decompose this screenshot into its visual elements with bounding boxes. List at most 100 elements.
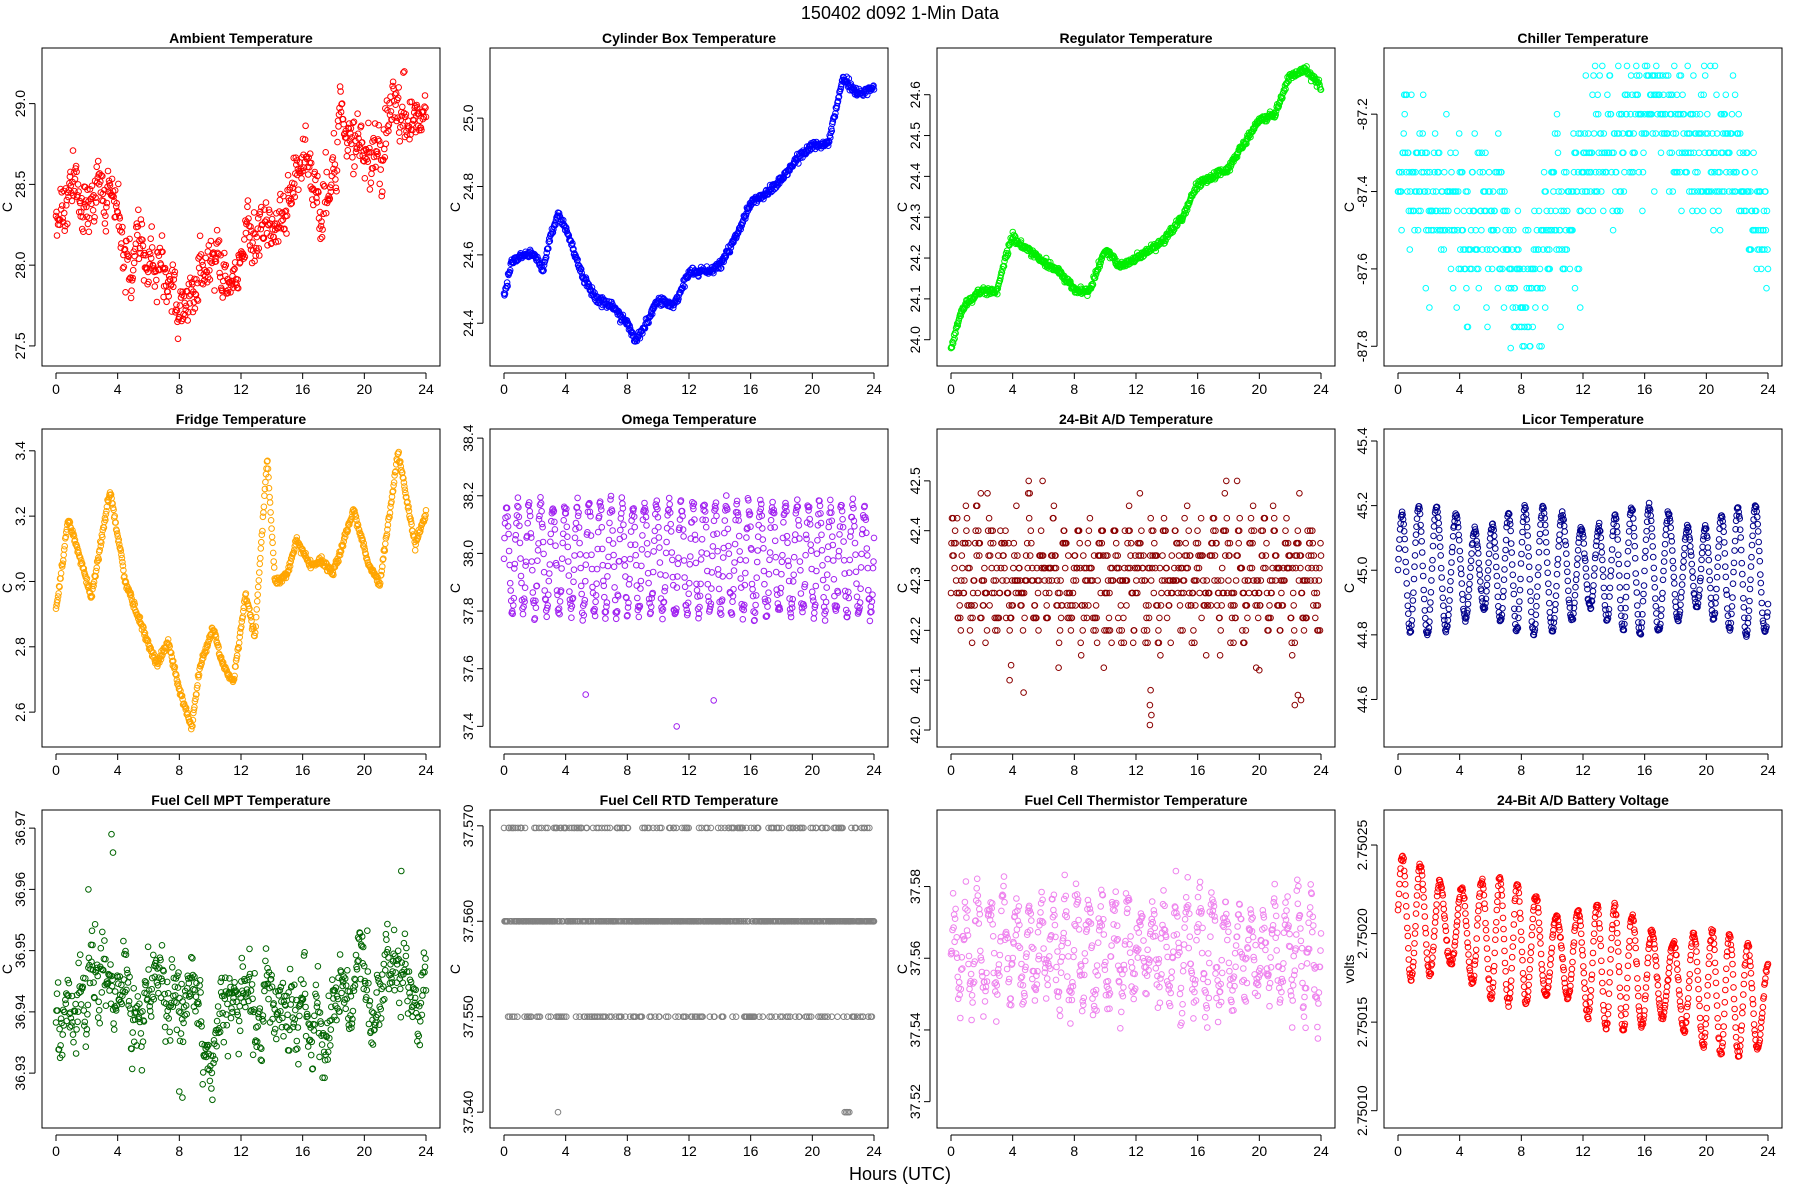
y-tick-label: 24.4 [460, 309, 476, 336]
data-point [724, 525, 732, 533]
data-point [680, 533, 687, 540]
data-points [947, 477, 1325, 729]
data-point [1160, 514, 1168, 522]
data-point [598, 524, 606, 531]
data-point [564, 533, 571, 541]
data-point [742, 569, 749, 577]
data-point [256, 252, 263, 259]
data-point [686, 579, 693, 587]
data-point [135, 255, 143, 263]
data-point [1722, 91, 1730, 99]
data-point [1483, 304, 1490, 311]
data-point [1557, 323, 1564, 331]
data-point [260, 503, 268, 511]
data-point [1414, 226, 1422, 234]
data-point [1401, 110, 1408, 118]
data-point [1669, 188, 1677, 195]
data-point [399, 103, 406, 111]
data-point [92, 194, 99, 201]
data-point [170, 276, 178, 283]
data-point [260, 509, 267, 516]
data-point [164, 288, 171, 296]
data-point [739, 616, 747, 623]
data-point [1061, 564, 1069, 572]
data-point [366, 186, 374, 193]
y-tick-label: 24.4 [907, 163, 923, 190]
data-point [963, 514, 971, 522]
data-point [534, 547, 542, 554]
data-point [1478, 226, 1485, 234]
data-point [266, 493, 273, 501]
data-point [254, 591, 262, 599]
data-point [269, 539, 276, 547]
data-point [1112, 539, 1120, 547]
data-point [796, 558, 804, 565]
data-point [852, 568, 860, 576]
data-point [631, 523, 639, 531]
data-point [1729, 72, 1737, 79]
data-point [731, 540, 739, 548]
data-point [67, 182, 75, 189]
data-point [719, 554, 727, 561]
data-point [194, 297, 202, 304]
data-point [714, 547, 721, 555]
data-point [1750, 149, 1757, 157]
data-point [375, 121, 383, 129]
data-point [147, 254, 155, 262]
data-point [98, 172, 105, 179]
data-point [612, 615, 620, 623]
data-point [1488, 265, 1496, 273]
data-point [1127, 539, 1135, 547]
data-point [1398, 226, 1405, 234]
data-point [189, 308, 197, 316]
data-point [372, 163, 379, 171]
x-tick-label: 12 [1128, 762, 1144, 778]
data-point [577, 582, 585, 590]
data-point [90, 578, 98, 586]
data-point [176, 313, 183, 321]
data-point [222, 261, 230, 269]
data-point [1600, 207, 1607, 215]
data-point [1678, 207, 1685, 215]
y-axis-label: C [447, 583, 463, 593]
data-point [982, 639, 989, 647]
data-point [659, 615, 666, 623]
data-point [529, 566, 536, 574]
data-point [540, 568, 548, 576]
data-point [337, 88, 344, 95]
data-point [93, 163, 100, 171]
data-point [797, 590, 805, 597]
data-point [135, 206, 142, 214]
data-point [534, 557, 541, 565]
data-point [302, 122, 309, 130]
data-point [662, 549, 670, 557]
data-point [198, 258, 206, 265]
data-point [819, 562, 826, 569]
x-tick-label: 12 [1128, 381, 1144, 397]
data-point [708, 585, 715, 592]
data-point [282, 207, 290, 215]
y-tick-label: 37.6 [460, 655, 476, 682]
data-point [521, 584, 529, 592]
data-point [681, 574, 688, 581]
data-point [127, 294, 135, 302]
data-point [212, 255, 219, 263]
data-point [1034, 589, 1042, 597]
data-point [823, 571, 831, 579]
data-point [186, 300, 194, 307]
data-point [243, 218, 251, 226]
data-point [110, 193, 117, 200]
data-point [266, 209, 273, 216]
data-point [818, 547, 826, 554]
x-tick-label: 8 [175, 381, 183, 397]
data-point [637, 577, 645, 585]
data-point [839, 516, 846, 523]
data-point [582, 577, 589, 585]
data-point [381, 154, 389, 161]
x-tick-label: 0 [52, 381, 60, 397]
data-point [701, 508, 709, 515]
data-point [653, 497, 661, 505]
data-point [1026, 552, 1034, 559]
data-point [91, 214, 98, 221]
